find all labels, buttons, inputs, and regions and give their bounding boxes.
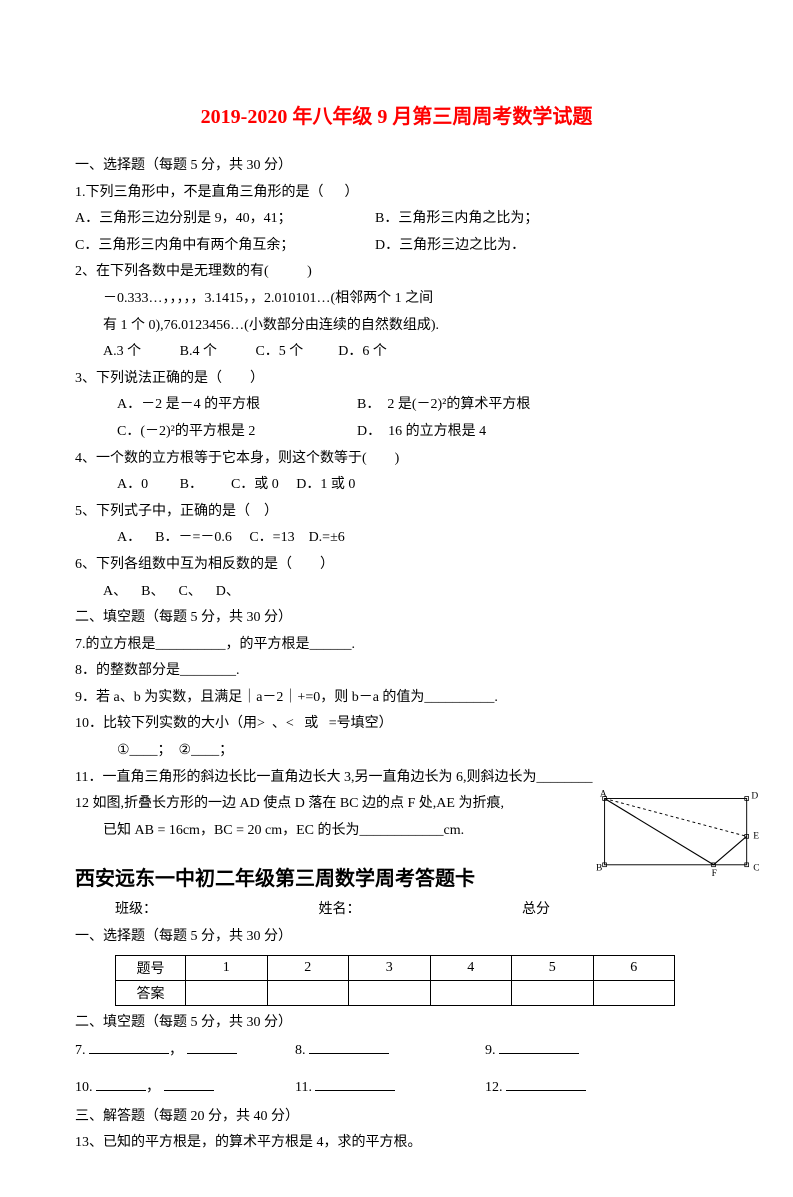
blank-input[interactable]	[89, 1040, 169, 1054]
diagram-label-a: A	[600, 790, 607, 800]
diagram-label-d: D	[751, 792, 758, 802]
q2-opts: A.3 个 B.4 个 C．5 个 D．6 个	[75, 339, 718, 366]
exam-title: 2019-2020 年八年级 9 月第三周周考数学试题	[75, 100, 718, 129]
q11: 11．一直角三角形的斜边长比一直角边长大 3,另一直角边长为 6,则斜边长为__…	[75, 765, 718, 792]
ac-sec2: 二、填空题（每题 5 分，共 30 分）	[75, 1010, 718, 1037]
q5-opts: A． B．－=－0.6 C．=13 D.=±6	[75, 525, 718, 552]
table-cell[interactable]	[349, 980, 431, 1005]
blank-8-label: 8.	[295, 1043, 306, 1058]
q5-stem: 5、下列式子中，正确的是（ ）	[75, 499, 718, 526]
q1-opt-b: B．三角形三内角之比为；	[375, 206, 718, 233]
q3-stem: 3、下列说法正确的是（ ）	[75, 366, 718, 393]
blank-input[interactable]	[506, 1077, 586, 1091]
table-col: 6	[593, 955, 675, 980]
table-cell[interactable]	[593, 980, 675, 1005]
q10-sub: ①____； ②____；	[75, 738, 718, 765]
blank-input[interactable]	[164, 1077, 214, 1091]
q3-opt-d: D． 16 的立方根是 4	[357, 419, 486, 446]
q1-stem: 1.下列三角形中，不是直角三角形的是（ ）	[75, 180, 718, 207]
blank-input[interactable]	[315, 1077, 395, 1091]
table-col: 4	[430, 955, 512, 980]
q4-opts: A．0 B． C．或 0 D．1 或 0	[75, 472, 718, 499]
table-col: 5	[512, 955, 594, 980]
q7: 7.的立方根是__________，的平方根是______.	[75, 632, 718, 659]
blank-11-label: 11.	[295, 1080, 312, 1095]
table-cell[interactable]	[186, 980, 268, 1005]
q12-diagram: A D B C E F	[588, 789, 768, 879]
q2-line1: －0.333…，，，，，3.1415，，2.010101…(相邻两个 1 之间	[75, 286, 718, 313]
table-cell[interactable]	[512, 980, 594, 1005]
q9: 9．若 a、b 为实数，且满足｜a－2｜+=0，则 b－a 的值为_______…	[75, 685, 718, 712]
table-col: 2	[267, 955, 349, 980]
ac-sec3: 三、解答题（每题 20 分，共 40 分）	[75, 1104, 718, 1131]
blank-7-label: 7.	[75, 1043, 86, 1058]
q3-opt-b: B． 2 是(－2)²的算术平方根	[357, 392, 530, 419]
q1-opt-a: A．三角形三边分别是 9，40，41；	[75, 206, 375, 233]
q3-opt-c: C．(－2)²的平方根是 2	[117, 419, 357, 446]
q1-opt-d: D．三角形三边之比为．	[375, 233, 718, 260]
answer-table: 题号 1 2 3 4 5 6 答案	[115, 955, 675, 1006]
q2-stem: 2、在下列各数中是无理数的有( )	[75, 259, 718, 286]
table-hdr-num: 题号	[116, 955, 186, 980]
label-class: 班级：	[115, 897, 315, 924]
q10-stem: 10．比较下列实数的大小（用> 、< 或 =号填空）	[75, 711, 718, 738]
q6-opts: A、 B、 C、 D、	[75, 579, 718, 606]
q3-opt-a: A．－2 是－4 的平方根	[117, 392, 357, 419]
q8: 8．的整数部分是________.	[75, 658, 718, 685]
blank-9-label: 9.	[485, 1043, 496, 1058]
table-col: 3	[349, 955, 431, 980]
blank-10-label: 10.	[75, 1080, 93, 1095]
table-col: 1	[186, 955, 268, 980]
section2-header: 二、填空题（每题 5 分，共 30 分）	[75, 605, 718, 632]
blank-input[interactable]	[187, 1040, 237, 1054]
q13: 13、已知的平方根是，的算术平方根是 4，求的平方根。	[75, 1130, 718, 1157]
q1-opt-c: C．三角形三内角中有两个角互余；	[75, 233, 375, 260]
diagram-label-c: C	[753, 864, 759, 874]
table-cell[interactable]	[267, 980, 349, 1005]
q6-stem: 6、下列各组数中互为相反数的是（ ）	[75, 552, 718, 579]
diagram-label-e: E	[753, 832, 759, 842]
label-total: 总分	[522, 897, 550, 924]
blank-input[interactable]	[499, 1040, 579, 1054]
ac-sec1: 一、选择题（每题 5 分，共 30 分）	[75, 924, 718, 951]
blank-input[interactable]	[309, 1040, 389, 1054]
section1-header: 一、选择题（每题 5 分，共 30 分）	[75, 153, 718, 180]
diagram-label-f: F	[712, 869, 717, 879]
label-name: 姓名：	[319, 897, 519, 924]
diagram-label-b: B	[596, 864, 602, 874]
q2-line2: 有 1 个 0),76.0123456…(小数部分由连续的自然数组成).	[75, 313, 718, 340]
table-hdr-ans: 答案	[116, 980, 186, 1005]
blank-12-label: 12.	[485, 1080, 503, 1095]
q4-stem: 4、一个数的立方根等于它本身，则这个数等于( )	[75, 446, 718, 473]
table-cell[interactable]	[430, 980, 512, 1005]
blank-input[interactable]	[96, 1077, 146, 1091]
